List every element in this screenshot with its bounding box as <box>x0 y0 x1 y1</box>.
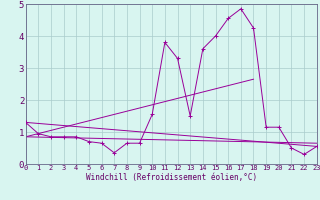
X-axis label: Windchill (Refroidissement éolien,°C): Windchill (Refroidissement éolien,°C) <box>86 173 257 182</box>
